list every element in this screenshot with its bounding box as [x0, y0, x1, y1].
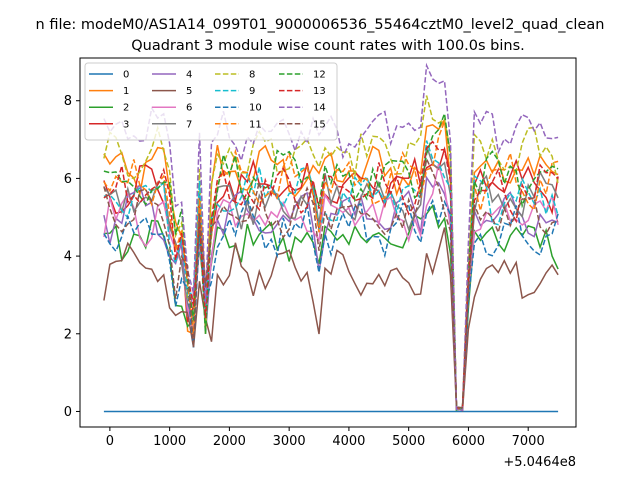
x-tick-label: 3000: [273, 434, 306, 449]
y-tick-label: 8: [64, 94, 72, 109]
legend-label-2: 2: [123, 103, 129, 114]
x-axis: 0 1000 2000 3000 4000 5000 6000 7000: [106, 427, 545, 449]
x-tick-label: 6000: [452, 434, 485, 449]
figure-suptitle: n file: modeM0/AS1A14_099T01_9000006536_…: [36, 17, 605, 33]
series-line-13: [103, 140, 559, 410]
legend-label-11: 11: [249, 119, 262, 130]
legend-label-12: 12: [313, 70, 326, 81]
legend-label-10: 10: [249, 103, 262, 114]
x-tick-label: 1000: [153, 434, 186, 449]
chart-title: Quadrant 3 module wise count rates with …: [131, 38, 525, 54]
legend-label-7: 7: [186, 119, 192, 130]
x-tick-label: 5000: [392, 434, 425, 449]
x-tick-label: 4000: [332, 434, 365, 449]
series-line-11: [103, 118, 559, 411]
legend-label-8: 8: [249, 70, 255, 81]
x-tick-label: 7000: [512, 434, 545, 449]
legend-box: [84, 62, 338, 141]
y-tick-label: 2: [64, 327, 72, 342]
legend-label-6: 6: [186, 103, 192, 114]
y-axis: 0 2 4 6 8: [64, 94, 80, 420]
legend-label-0: 0: [123, 70, 129, 81]
series-line-2: [103, 204, 559, 411]
legend-label-13: 13: [313, 86, 326, 97]
legend-label-3: 3: [123, 119, 129, 130]
series-line-1: [103, 117, 559, 411]
series-line-15: [103, 156, 559, 409]
legend-label-5: 5: [186, 86, 192, 97]
legend-label-14: 14: [313, 103, 326, 114]
legend-label-1: 1: [123, 86, 129, 97]
legend-label-4: 4: [186, 70, 192, 81]
y-tick-label: 6: [64, 172, 72, 187]
x-axis-offset-label: +5.0464e8: [503, 455, 576, 470]
x-tick-label: 0: [106, 434, 114, 449]
series-line-12: [103, 113, 559, 412]
legend-label-15: 15: [313, 119, 326, 130]
y-tick-label: 4: [64, 250, 72, 265]
axes-frame: [79, 57, 577, 428]
series-line-8: [103, 95, 559, 411]
legend-label-9: 9: [249, 86, 255, 97]
x-tick-label: 2000: [213, 434, 246, 449]
y-tick-label: 0: [64, 405, 72, 420]
series-line-5: [103, 227, 559, 412]
series-line-10: [103, 196, 559, 409]
